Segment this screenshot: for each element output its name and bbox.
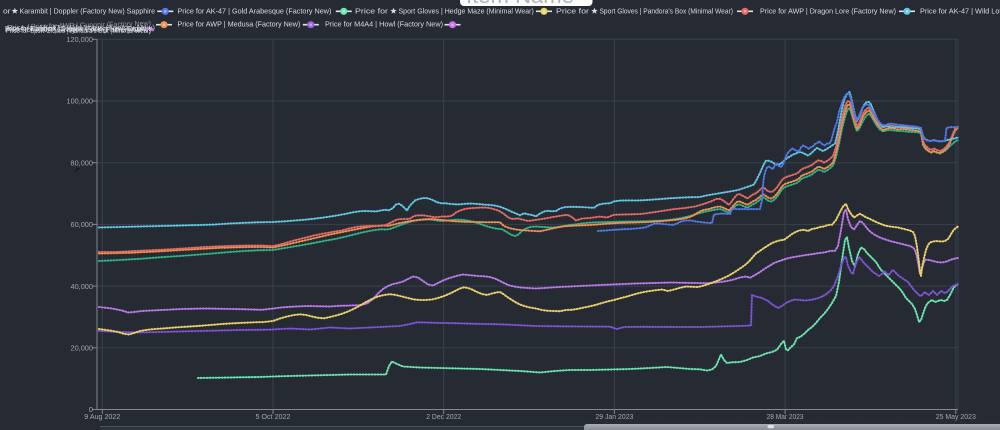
svg-text:Price for Karambit | Doppler (: Price for Karambit | Doppler (Factory Ne…: [5, 26, 152, 33]
svg-text:Price for AWP | Medusa (Factor: Price for AWP | Medusa (Factory New): [177, 21, 300, 28]
svg-text:Item Name: Item Name: [466, 0, 574, 8]
svg-text:9 Aug 2022: 9 Aug 2022: [84, 412, 120, 421]
svg-text:29 Jan 2023: 29 Jan 2023: [595, 412, 633, 421]
svg-text:Price for AWP | Gungnir (Facto: Price for AWP | Gungnir (Factory New): [31, 21, 151, 31]
svg-text:20,000: 20,000: [71, 344, 94, 353]
svg-text:120,000: 120,000: [66, 35, 93, 44]
svg-text:Price for: Price for: [355, 9, 389, 16]
svg-text:Price for AWP | Dragon Lore (F: Price for AWP | Dragon Lore (Factory New…: [760, 9, 896, 16]
svg-text:80,000: 80,000: [71, 158, 94, 167]
svg-text:or: or: [3, 9, 11, 16]
svg-text:Sport Gloves | Hedge Maze (Min: Sport Gloves | Hedge Maze (Minimal Wear): [399, 9, 534, 16]
svg-text:0: 0: [89, 405, 93, 414]
svg-text:28 Mar 2023: 28 Mar 2023: [767, 412, 804, 421]
svg-text:25 May 2023: 25 May 2023: [936, 412, 976, 421]
svg-text:Karambit | Doppler (Factory Ne: Karambit | Doppler (Factory New) Sapphir…: [20, 9, 156, 16]
svg-text:Price for M4A4 | Howl (Factory: Price for M4A4 | Howl (Factory New): [325, 21, 443, 28]
svg-text:Price for Sport Gloves | Pando: Price for Sport Gloves | Pandora's Box (…: [6, 28, 151, 35]
svg-text:100,000: 100,000: [67, 97, 94, 106]
svg-text:Price for AK-47 | Wild Lotus (: Price for AK-47 | Wild Lotus (Factory Ne…: [920, 9, 1000, 16]
svg-text:5 Oct 2022: 5 Oct 2022: [256, 412, 291, 421]
svg-text:Price for AWP | Dragon Lore (F: Price for AWP | Dragon Lore (Factory New…: [5, 27, 151, 34]
svg-text:Sport Gloves | Pandora's Box (: Sport Gloves | Pandora's Box (Minimal We…: [600, 9, 734, 16]
svg-text:60,000: 60,000: [71, 220, 94, 229]
svg-text:Price for AK-47 | Gold Arabesq: Price for AK-47 | Gold Arabesque (Factor…: [177, 9, 331, 16]
svg-text:Price for AK-47 | Wild Lotus (: Price for AK-47 | Wild Lotus (Factory Ne…: [7, 25, 155, 32]
svg-text:Price for: Price for: [556, 9, 590, 16]
svg-text:2 Dec 2022: 2 Dec 2022: [426, 412, 461, 421]
svg-text:40,000: 40,000: [71, 282, 94, 291]
